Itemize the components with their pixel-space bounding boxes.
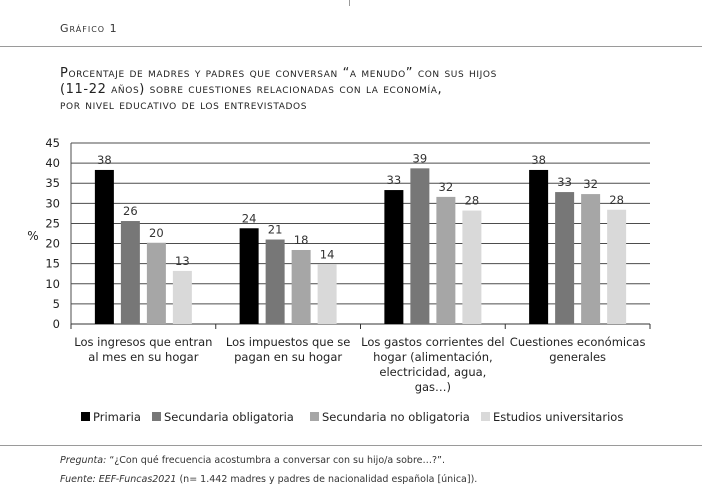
y-axis-label: %: [27, 229, 38, 243]
data-label: 21: [268, 223, 283, 237]
bar: [265, 239, 285, 324]
bar: [94, 169, 114, 324]
data-label: 39: [413, 151, 428, 165]
data-label: 38: [97, 153, 112, 167]
footer-source: Fuente: EEF-Funcas2021 (n= 1.442 madres …: [60, 474, 477, 485]
bar: [581, 194, 601, 324]
data-label: 32: [439, 180, 454, 194]
footer-rule: [0, 445, 702, 446]
source-label: Fuente:: [60, 474, 96, 485]
title-line-1: Porcentaje de madres y padres que conver…: [60, 66, 497, 81]
bar-chart: 0 5 10 15 20 25 30 35 40 45% 38 26 20 13 Los ingresos …: [27, 136, 651, 424]
bar: [384, 190, 404, 324]
bar: [436, 196, 456, 324]
bar: [462, 210, 482, 324]
data-label: 33: [557, 175, 572, 189]
y-tick-label: 20: [45, 237, 60, 251]
legend-label: Estudios universitarios: [493, 410, 623, 424]
legend-swatch: [481, 412, 490, 421]
source-italic: EEF-Funcas2021: [95, 474, 177, 485]
data-label: 38: [531, 153, 546, 167]
data-label: 32: [583, 177, 598, 191]
bar: [291, 249, 311, 324]
y-tick-label: 25: [45, 216, 60, 230]
bar: [410, 168, 430, 324]
legend-swatch: [310, 412, 319, 421]
y-tick-label: 30: [45, 196, 60, 210]
bar: [555, 192, 575, 324]
x-tick-label: al mes en su hogar: [88, 350, 198, 364]
bar: [146, 242, 166, 324]
footer-question: Pregunta: “¿Con qué frecuencia acostumbr…: [60, 455, 445, 466]
figure-label: Gráfico 1: [60, 22, 118, 35]
bar: [172, 270, 192, 324]
x-tick-label: electricidad, agua,: [379, 365, 486, 379]
x-tick-label: Los gastos corrientes del: [361, 335, 504, 349]
data-label: 28: [465, 194, 480, 208]
data-label: 28: [609, 193, 624, 207]
bar: [239, 228, 259, 324]
title-line-3: por nivel educativo de los entrevistados: [60, 98, 308, 113]
y-tick-label: 40: [45, 156, 60, 170]
x-tick-label: Los impuestos que se: [226, 335, 351, 349]
y-tick-label: 15: [45, 257, 60, 271]
x-tick-label: pagan en su hogar: [234, 350, 342, 364]
data-label: 13: [175, 254, 190, 268]
data-label: 24: [242, 211, 257, 225]
y-tick-label: 5: [53, 297, 60, 311]
bar: [529, 169, 549, 324]
chart-title: Porcentaje de madres y padres que conver…: [60, 66, 680, 114]
x-tick-label: hogar (alimentación,: [373, 350, 493, 364]
legend-label: Secundaria no obligatoria: [322, 410, 470, 424]
y-tick-label: 45: [45, 136, 60, 150]
bar: [317, 264, 337, 324]
legend-swatch: [81, 412, 90, 421]
bar: [607, 209, 627, 324]
legend-label: Secundaria obligatoria: [164, 410, 294, 424]
data-label: 20: [149, 226, 164, 240]
y-tick-label: 10: [45, 277, 60, 291]
data-label: 18: [294, 233, 309, 247]
legend-label: Primaria: [93, 410, 141, 424]
data-label: 26: [123, 204, 138, 218]
x-tick-label: Los ingresos que entran: [74, 335, 212, 349]
header-rule: [0, 46, 702, 47]
bar: [120, 221, 140, 324]
data-label: 14: [320, 247, 335, 261]
y-tick-label: 35: [45, 176, 60, 190]
x-tick-label: gas…): [415, 380, 451, 394]
title-line-2: (11-22 años) sobre cuestiones relacionad…: [60, 82, 443, 97]
data-label: 33: [387, 173, 402, 187]
x-tick-label: Cuestiones económicas: [510, 335, 646, 349]
legend-swatch: [152, 412, 161, 421]
source-text: (n= 1.442 madres y padres de nacionalida…: [176, 474, 478, 485]
question-text: “¿Con qué frecuencia acostumbra a conver…: [106, 455, 445, 466]
top-border-tick: [349, 0, 350, 6]
x-tick-label: generales: [549, 350, 606, 364]
question-label: Pregunta:: [60, 455, 107, 466]
y-tick-label: 0: [53, 317, 60, 331]
